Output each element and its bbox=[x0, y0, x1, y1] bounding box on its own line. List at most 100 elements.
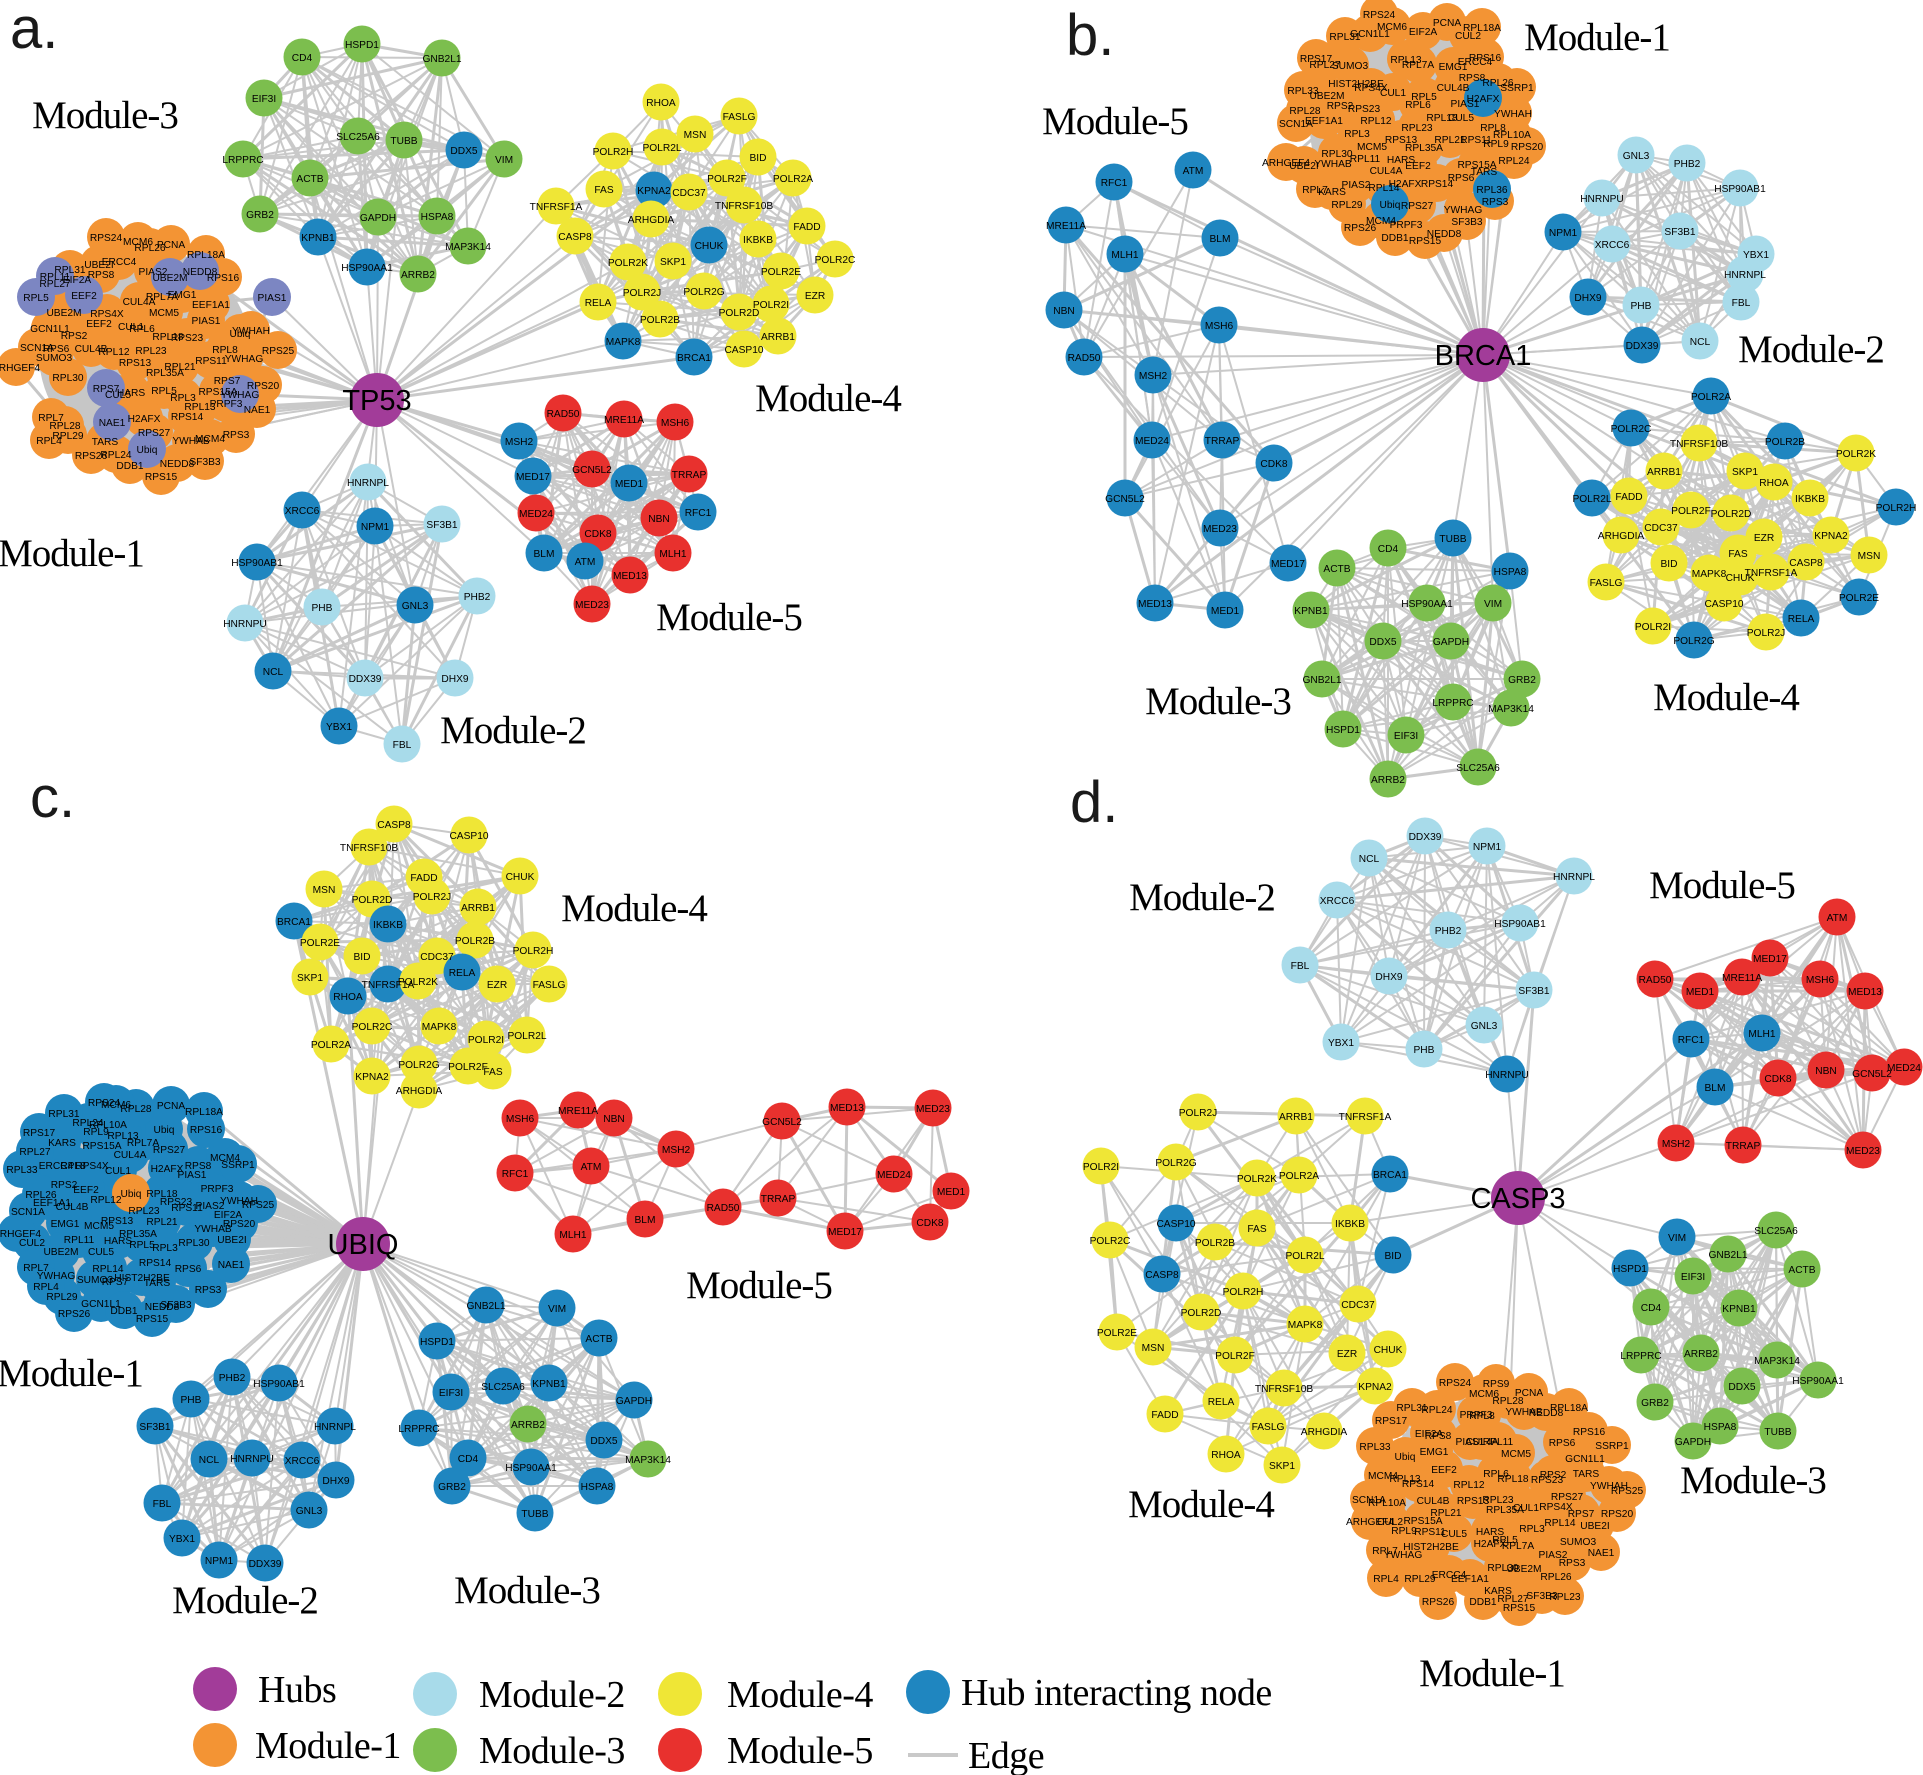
svg-text:YWHAH: YWHAH bbox=[232, 326, 270, 337]
svg-text:POLR2H: POLR2H bbox=[513, 946, 554, 957]
svg-text:POLR2I: POLR2I bbox=[1635, 622, 1671, 633]
svg-text:DHX9: DHX9 bbox=[441, 674, 469, 685]
svg-text:RPS16: RPS16 bbox=[1469, 53, 1502, 64]
svg-text:RPL18: RPL18 bbox=[146, 1189, 177, 1200]
svg-text:MED13: MED13 bbox=[613, 571, 647, 582]
svg-text:ATM: ATM bbox=[575, 557, 596, 568]
svg-text:NCL: NCL bbox=[1690, 337, 1711, 348]
svg-text:RPS6: RPS6 bbox=[1549, 1438, 1576, 1449]
svg-text:RPS3: RPS3 bbox=[195, 1285, 222, 1296]
svg-text:TNFRSF10B: TNFRSF10B bbox=[1670, 439, 1729, 450]
svg-text:BRCA1: BRCA1 bbox=[277, 917, 311, 928]
svg-text:CDC37: CDC37 bbox=[672, 188, 706, 199]
svg-text:H2AFX: H2AFX bbox=[1467, 94, 1500, 105]
svg-text:EIF3I: EIF3I bbox=[1681, 1272, 1705, 1283]
svg-text:RPS11: RPS11 bbox=[1414, 1527, 1446, 1538]
svg-text:Module-2: Module-2 bbox=[1738, 328, 1884, 371]
svg-text:RPL33: RPL33 bbox=[6, 1165, 37, 1176]
svg-text:PHB2: PHB2 bbox=[464, 592, 491, 603]
svg-text:RPL24: RPL24 bbox=[72, 1118, 103, 1129]
svg-text:RPS25: RPS25 bbox=[1611, 1486, 1644, 1497]
svg-text:BID: BID bbox=[1385, 1251, 1402, 1262]
svg-text:EIF2A: EIF2A bbox=[63, 275, 92, 286]
svg-text:TNFRSF10B: TNFRSF10B bbox=[715, 201, 774, 212]
svg-text:PRPF3: PRPF3 bbox=[210, 399, 243, 410]
svg-text:CDC37: CDC37 bbox=[1341, 1300, 1375, 1311]
svg-text:DDX39: DDX39 bbox=[349, 674, 382, 685]
svg-text:HSPA8: HSPA8 bbox=[1494, 567, 1527, 578]
svg-text:RPS14: RPS14 bbox=[139, 1258, 172, 1269]
svg-text:Module-1: Module-1 bbox=[1419, 1652, 1565, 1695]
svg-text:RPL31: RPL31 bbox=[54, 265, 85, 276]
svg-text:POLR2H: POLR2H bbox=[593, 147, 634, 158]
svg-text:CUL4A: CUL4A bbox=[1466, 1437, 1499, 1448]
svg-text:RPL9: RPL9 bbox=[1391, 1526, 1417, 1537]
svg-text:H2AFX: H2AFX bbox=[128, 414, 161, 425]
svg-text:RPL9: RPL9 bbox=[83, 1127, 109, 1138]
svg-text:DHX9: DHX9 bbox=[322, 1476, 350, 1487]
svg-text:MED24: MED24 bbox=[1135, 436, 1169, 447]
svg-text:KARS: KARS bbox=[1484, 1586, 1512, 1597]
svg-text:MCM6: MCM6 bbox=[1377, 22, 1407, 33]
svg-text:CDK8: CDK8 bbox=[1764, 1074, 1792, 1085]
svg-text:XRCC6: XRCC6 bbox=[1320, 896, 1355, 907]
svg-text:BLM: BLM bbox=[534, 549, 555, 560]
svg-text:CDC37: CDC37 bbox=[420, 952, 454, 963]
svg-text:RPS23: RPS23 bbox=[160, 1197, 193, 1208]
svg-text:FAS: FAS bbox=[594, 185, 613, 196]
svg-text:POLR2K: POLR2K bbox=[1237, 1174, 1277, 1185]
svg-text:POLR2A: POLR2A bbox=[311, 1040, 351, 1051]
svg-text:RFC1: RFC1 bbox=[1101, 178, 1128, 189]
svg-text:RPS15A: RPS15A bbox=[82, 1141, 121, 1152]
svg-text:H2AFX: H2AFX bbox=[1474, 1539, 1507, 1550]
svg-text:MED1: MED1 bbox=[937, 1187, 966, 1198]
svg-text:XRCC6: XRCC6 bbox=[1595, 240, 1630, 251]
svg-text:POLR2B: POLR2B bbox=[455, 936, 495, 947]
svg-text:ACTB: ACTB bbox=[585, 1334, 612, 1345]
svg-text:Module-3: Module-3 bbox=[479, 1730, 625, 1772]
svg-text:Ubiq: Ubiq bbox=[137, 445, 158, 456]
svg-text:ARHGDIA: ARHGDIA bbox=[628, 215, 675, 226]
svg-text:RPL24: RPL24 bbox=[100, 450, 131, 461]
svg-text:MAP3K14: MAP3K14 bbox=[625, 1455, 671, 1466]
svg-text:RPS11: RPS11 bbox=[171, 1203, 203, 1214]
svg-text:NPM1: NPM1 bbox=[361, 522, 390, 533]
svg-text:DDX39: DDX39 bbox=[1409, 832, 1442, 843]
svg-text:MLH1: MLH1 bbox=[659, 549, 687, 560]
svg-text:POLR2C: POLR2C bbox=[1090, 1236, 1131, 1247]
svg-text:EMG1: EMG1 bbox=[51, 1219, 80, 1230]
svg-text:EEF1A1: EEF1A1 bbox=[1305, 116, 1343, 127]
svg-text:YWHAG: YWHAG bbox=[1444, 205, 1483, 216]
svg-text:RELA: RELA bbox=[1208, 1397, 1235, 1408]
svg-text:POLR2A: POLR2A bbox=[1279, 1171, 1319, 1182]
svg-text:PHB2: PHB2 bbox=[1435, 926, 1462, 937]
svg-text:CUL4B: CUL4B bbox=[75, 344, 108, 355]
svg-text:PHB: PHB bbox=[1414, 1045, 1435, 1056]
svg-text:RPS6: RPS6 bbox=[1448, 173, 1475, 184]
svg-text:SF3B3: SF3B3 bbox=[1451, 217, 1482, 228]
svg-text:RPL5: RPL5 bbox=[1492, 1535, 1518, 1546]
svg-text:MED17: MED17 bbox=[516, 472, 550, 483]
svg-text:RPS3: RPS3 bbox=[1482, 197, 1509, 208]
svg-text:TUBB: TUBB bbox=[1439, 534, 1466, 545]
svg-text:HNRNPL: HNRNPL bbox=[347, 478, 389, 489]
svg-text:FBL: FBL bbox=[1732, 298, 1751, 309]
svg-text:ARRB2: ARRB2 bbox=[1684, 1349, 1718, 1360]
svg-text:RPL30: RPL30 bbox=[178, 1238, 209, 1249]
svg-text:MLH1: MLH1 bbox=[1748, 1029, 1776, 1040]
svg-text:NAE1: NAE1 bbox=[244, 405, 271, 416]
svg-text:MLH1: MLH1 bbox=[559, 1230, 587, 1241]
svg-text:DDB1: DDB1 bbox=[116, 461, 144, 472]
svg-text:SUMO3: SUMO3 bbox=[1332, 61, 1369, 72]
svg-text:TRRAP: TRRAP bbox=[761, 1194, 796, 1205]
svg-text:GCN5L2: GCN5L2 bbox=[762, 1117, 802, 1128]
svg-text:TARS: TARS bbox=[144, 1278, 171, 1289]
svg-text:RPL10A: RPL10A bbox=[1493, 130, 1531, 141]
svg-text:RPL12: RPL12 bbox=[98, 347, 129, 358]
svg-text:RPS11: RPS11 bbox=[195, 356, 227, 367]
svg-text:RPS4X: RPS4X bbox=[1539, 1502, 1573, 1513]
svg-text:POLR2K: POLR2K bbox=[398, 977, 438, 988]
svg-text:RPL18A: RPL18A bbox=[187, 250, 225, 261]
svg-text:MSN: MSN bbox=[1858, 551, 1881, 562]
svg-text:RPL14: RPL14 bbox=[92, 1264, 123, 1275]
